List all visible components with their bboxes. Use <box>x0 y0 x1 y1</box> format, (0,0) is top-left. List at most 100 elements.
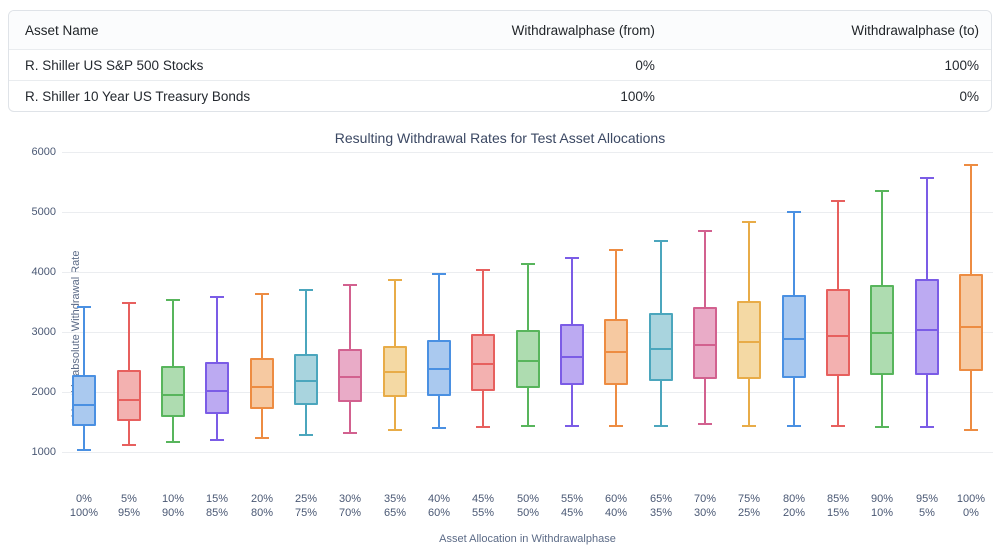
column-header-withdrawalphase-to[interactable]: Withdrawalphase (to) <box>667 23 991 38</box>
x-tick-stocks-pct: 65% <box>649 493 673 505</box>
iqr-box <box>205 362 229 414</box>
x-tick-stocks-pct: 80% <box>782 493 806 505</box>
x-tick-label: 75% 25% <box>727 492 771 520</box>
boxplot-35%-stocks[interactable] <box>383 152 407 452</box>
x-tick-stocks-pct: 75% <box>737 493 761 505</box>
whisker-cap-min <box>343 432 357 434</box>
x-tick-stocks-pct: 25% <box>294 493 318 505</box>
gridline <box>62 452 993 453</box>
whisker-cap-max <box>654 240 668 242</box>
x-tick-label: 30% 70% <box>328 492 372 520</box>
median-line <box>74 404 94 406</box>
x-tick-bonds-pct: 15% <box>826 507 850 519</box>
boxplot-90%-stocks[interactable] <box>870 152 894 452</box>
x-tick-bonds-pct: 0% <box>963 507 979 519</box>
boxplot-100%-stocks[interactable] <box>959 152 983 452</box>
whisker-cap-max <box>255 293 269 295</box>
whisker-cap-min <box>476 426 490 428</box>
iqr-box <box>959 274 983 371</box>
y-tick-label: 6000 <box>31 146 56 158</box>
median-line <box>340 376 360 378</box>
boxplot-80%-stocks[interactable] <box>782 152 806 452</box>
asset-name-cell: R. Shiller US S&P 500 Stocks <box>25 57 204 73</box>
x-tick-label: 10% 90% <box>151 492 195 520</box>
boxplot-40%-stocks[interactable] <box>427 152 451 452</box>
column-header-asset-name[interactable]: Asset Name <box>9 23 343 38</box>
boxplot-65%-stocks[interactable] <box>649 152 673 452</box>
boxplot-95%-stocks[interactable] <box>915 152 939 452</box>
withdrawalphase-from-cell: 100% <box>620 88 655 104</box>
median-line <box>473 363 493 365</box>
boxplot-0%-stocks[interactable] <box>72 152 96 452</box>
boxplot-75%-stocks[interactable] <box>737 152 761 452</box>
boxplot-5%-stocks[interactable] <box>117 152 141 452</box>
whisker-cap-min <box>166 441 180 443</box>
boxplot-25%-stocks[interactable] <box>294 152 318 452</box>
boxplot-60%-stocks[interactable] <box>604 152 628 452</box>
iqr-box <box>915 279 939 375</box>
whisker-cap-min <box>875 426 889 428</box>
whisker-cap-max <box>343 284 357 286</box>
whisker-cap-min <box>654 425 668 427</box>
iqr-box <box>250 358 274 409</box>
whisker-cap-min <box>210 439 224 441</box>
whisker-cap-max <box>166 299 180 301</box>
boxplot-85%-stocks[interactable] <box>826 152 850 452</box>
whisker-cap-max <box>299 289 313 291</box>
x-tick-bonds-pct: 95% <box>117 507 141 519</box>
withdrawal-rates-chart: Resulting Withdrawal Rates for Test Asse… <box>0 120 1000 545</box>
x-tick-bonds-pct: 35% <box>649 507 673 519</box>
boxplot-55%-stocks[interactable] <box>560 152 584 452</box>
y-tick-label: 4000 <box>31 266 56 278</box>
median-line <box>784 338 804 340</box>
x-tick-bonds-pct: 80% <box>250 507 274 519</box>
x-tick-stocks-pct: 20% <box>250 493 274 505</box>
y-tick-label: 3000 <box>31 326 56 338</box>
iqr-box <box>294 354 318 405</box>
whisker-cap-max <box>964 164 978 166</box>
boxplot-45%-stocks[interactable] <box>471 152 495 452</box>
whisker-cap-min <box>521 425 535 427</box>
whisker-cap-min <box>787 425 801 427</box>
x-tick-label: 85% 15% <box>816 492 860 520</box>
whisker-cap-max <box>787 211 801 213</box>
x-tick-label: 25% 75% <box>284 492 328 520</box>
whisker-cap-min <box>742 425 756 427</box>
x-tick-stocks-pct: 55% <box>560 493 584 505</box>
iqr-box <box>826 289 850 376</box>
boxplot-10%-stocks[interactable] <box>161 152 185 452</box>
withdrawalphase-to-cell: 0% <box>959 88 979 104</box>
x-tick-bonds-pct: 30% <box>693 507 717 519</box>
median-line <box>385 371 405 373</box>
whisker-cap-max <box>432 273 446 275</box>
x-tick-bonds-pct: 50% <box>516 507 540 519</box>
boxplot-50%-stocks[interactable] <box>516 152 540 452</box>
x-tick-label: 20% 80% <box>240 492 284 520</box>
iqr-box <box>161 366 185 417</box>
iqr-box <box>649 313 673 381</box>
x-tick-stocks-pct: 0% <box>76 493 92 505</box>
boxplot-15%-stocks[interactable] <box>205 152 229 452</box>
x-tick-bonds-pct: 75% <box>294 507 318 519</box>
boxplot-20%-stocks[interactable] <box>250 152 274 452</box>
column-header-withdrawalphase-from[interactable]: Withdrawalphase (from) <box>343 23 667 38</box>
whisker-cap-min <box>698 423 712 425</box>
whisker-cap-max <box>920 177 934 179</box>
x-tick-label: 95% 5% <box>905 492 949 520</box>
x-tick-bonds-pct: 5% <box>919 507 935 519</box>
whisker-cap-max <box>122 302 136 304</box>
iqr-box <box>560 324 584 385</box>
iqr-box <box>693 307 717 379</box>
whisker-cap-max <box>565 257 579 259</box>
x-tick-bonds-pct: 40% <box>604 507 628 519</box>
iqr-box <box>471 334 495 391</box>
boxplot-30%-stocks[interactable] <box>338 152 362 452</box>
boxplot-70%-stocks[interactable] <box>693 152 717 452</box>
x-tick-stocks-pct: 10% <box>161 493 185 505</box>
iqr-box <box>338 349 362 402</box>
whisker-cap-min <box>122 444 136 446</box>
x-tick-label: 40% 60% <box>417 492 461 520</box>
median-line <box>917 329 937 331</box>
x-tick-stocks-pct: 30% <box>338 493 362 505</box>
whisker-cap-min <box>299 434 313 436</box>
